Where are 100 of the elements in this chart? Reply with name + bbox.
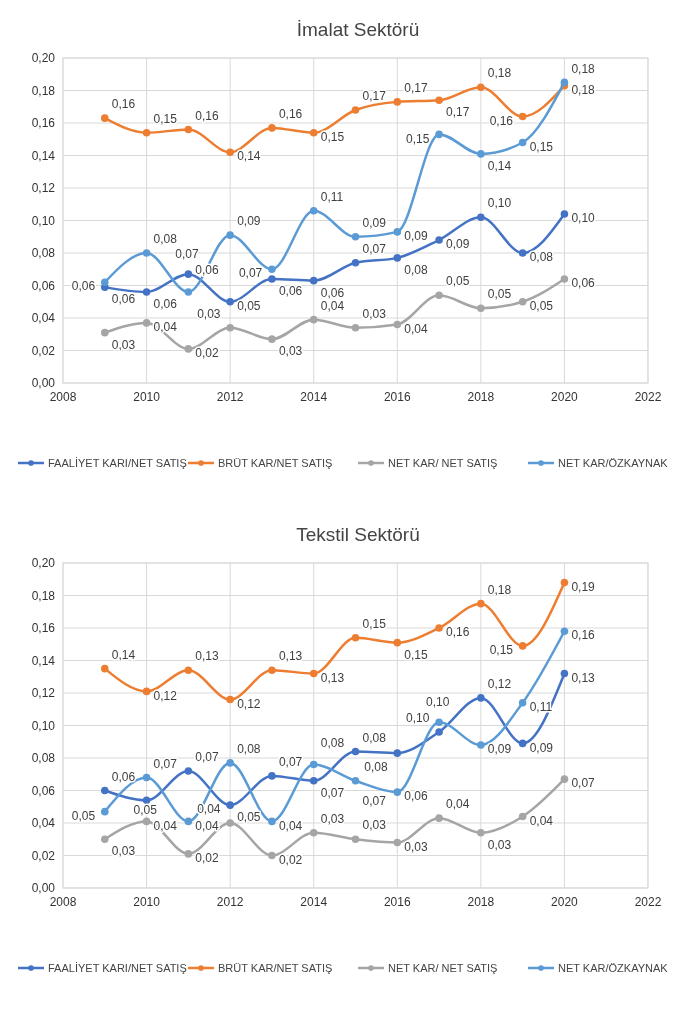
point bbox=[477, 828, 485, 837]
y-tick-label: 0,08 bbox=[31, 751, 56, 766]
point bbox=[560, 275, 569, 283]
y-tick-label: 0,04 bbox=[31, 311, 56, 326]
point bbox=[142, 817, 151, 826]
point bbox=[560, 578, 569, 587]
point bbox=[268, 124, 276, 132]
point bbox=[393, 788, 402, 796]
point bbox=[435, 130, 443, 139]
point bbox=[351, 258, 360, 267]
data-label: 0,06 bbox=[153, 297, 178, 312]
data-label: 0,16 bbox=[489, 113, 514, 128]
point bbox=[101, 664, 109, 673]
data-label: 0,10 bbox=[571, 211, 596, 226]
point bbox=[268, 666, 276, 675]
data-label: 0,16 bbox=[111, 97, 136, 112]
data-label: 0,11 bbox=[320, 189, 344, 204]
data-label: 0,02 bbox=[278, 852, 303, 867]
legend-label: NET KAR/ÖZKAYNAK bbox=[558, 456, 669, 469]
point bbox=[393, 320, 402, 329]
x-tick-label: 2016 bbox=[383, 895, 411, 909]
point bbox=[226, 801, 234, 809]
data-label: 0,04 bbox=[278, 818, 303, 833]
data-label: 0,07 bbox=[175, 247, 200, 262]
point bbox=[477, 599, 485, 608]
point bbox=[518, 297, 527, 306]
data-label: 0,10 bbox=[406, 711, 430, 726]
point bbox=[518, 112, 527, 121]
data-label: 0,03 bbox=[487, 837, 512, 852]
point bbox=[142, 319, 151, 327]
point bbox=[351, 747, 360, 756]
data-label: 0,03 bbox=[197, 306, 221, 321]
point bbox=[226, 297, 234, 306]
data-label: 0,18 bbox=[571, 82, 596, 97]
point bbox=[226, 759, 234, 767]
point bbox=[518, 138, 527, 147]
data-label: 0,05 bbox=[487, 287, 512, 302]
chart-title: Tekstil Sektörü bbox=[296, 524, 420, 545]
point bbox=[184, 767, 193, 775]
data-label: 0,05 bbox=[133, 803, 158, 818]
point bbox=[393, 98, 402, 106]
data-label: 0,05 bbox=[529, 298, 554, 313]
data-label: 0,07 bbox=[278, 755, 303, 770]
data-label: 0,15 bbox=[406, 131, 430, 146]
data-label: 0,12 bbox=[237, 696, 261, 711]
data-label: 0,17 bbox=[404, 81, 428, 96]
point bbox=[477, 213, 485, 222]
point bbox=[351, 106, 360, 114]
point bbox=[560, 775, 569, 783]
legend-label: NET KAR/ NET SATIŞ bbox=[388, 961, 498, 974]
x-tick-label: 2020 bbox=[551, 390, 579, 404]
data-label: 0,10 bbox=[487, 196, 512, 211]
data-label: 0,08 bbox=[320, 735, 345, 750]
point bbox=[435, 96, 443, 105]
point bbox=[477, 694, 485, 702]
data-label: 0,10 bbox=[426, 695, 450, 710]
data-label: 0,06 bbox=[111, 292, 136, 307]
x-tick-label: 2022 bbox=[634, 895, 662, 909]
point bbox=[351, 323, 360, 332]
data-label: 0,08 bbox=[153, 232, 178, 247]
data-label: 0,03 bbox=[362, 306, 387, 321]
legend-label: BRÜT KAR/NET SATIŞ bbox=[218, 456, 333, 469]
point bbox=[226, 323, 234, 332]
point bbox=[142, 687, 151, 696]
point bbox=[309, 276, 318, 285]
data-label: 0,07 bbox=[195, 750, 220, 765]
legend-label: NET KAR/ NET SATIŞ bbox=[388, 456, 498, 469]
data-label: 0,04 bbox=[446, 797, 470, 812]
data-label: 0,07 bbox=[571, 776, 596, 791]
point bbox=[435, 236, 443, 244]
data-label: 0,16 bbox=[446, 625, 470, 640]
y-tick-label: 0,14 bbox=[31, 653, 56, 668]
point bbox=[101, 786, 109, 795]
data-label: 0,15 bbox=[489, 643, 514, 658]
x-tick-label: 2014 bbox=[300, 390, 328, 404]
x-tick-label: 2008 bbox=[49, 390, 77, 404]
data-label: 0,07 bbox=[362, 793, 387, 808]
data-label: 0,09 bbox=[362, 215, 387, 230]
point bbox=[142, 288, 151, 296]
data-label: 0,04 bbox=[529, 813, 554, 828]
y-tick-label: 0,04 bbox=[31, 816, 56, 831]
data-label: 0,09 bbox=[529, 740, 554, 755]
point bbox=[560, 210, 569, 218]
point bbox=[184, 666, 193, 675]
data-label: 0,09 bbox=[404, 229, 428, 244]
data-label: 0,08 bbox=[364, 760, 388, 775]
y-tick-label: 0,08 bbox=[31, 246, 56, 261]
data-label: 0,05 bbox=[71, 808, 96, 823]
data-label: 0,14 bbox=[111, 647, 136, 662]
point bbox=[268, 275, 276, 283]
y-tick-label: 0,10 bbox=[31, 718, 56, 733]
data-label: 0,15 bbox=[404, 647, 428, 662]
x-tick-label: 2018 bbox=[467, 895, 495, 909]
point bbox=[351, 232, 360, 241]
data-label: 0,02 bbox=[195, 346, 220, 361]
data-label: 0,03 bbox=[111, 844, 136, 859]
y-tick-label: 0,20 bbox=[31, 556, 56, 571]
data-label: 0,08 bbox=[362, 730, 387, 745]
point bbox=[268, 817, 276, 826]
data-label: 0,04 bbox=[153, 320, 178, 335]
